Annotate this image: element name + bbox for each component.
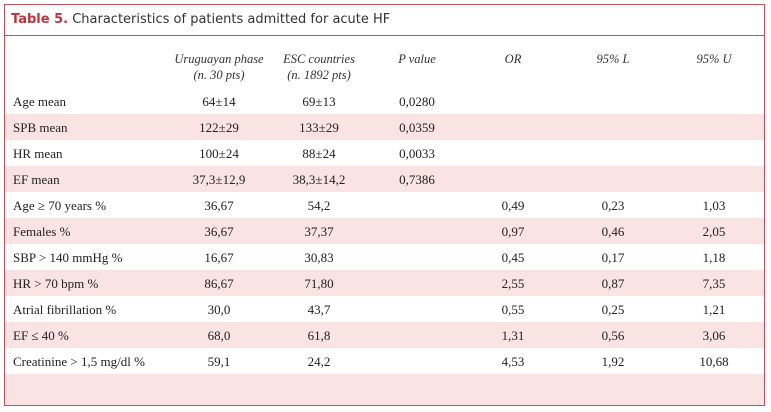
header-line: 95% U bbox=[696, 52, 732, 66]
table-row: EF ≤ 40 % 68,0 61,8 1,31 0,56 3,06 bbox=[5, 322, 764, 348]
table-row: Age mean 64±14 69±13 0,0280 bbox=[5, 88, 764, 114]
table-cell: 0,23 bbox=[601, 198, 625, 213]
row-label: Age mean bbox=[13, 94, 67, 109]
table-cell: 54,2 bbox=[307, 198, 331, 213]
table-cell: 37,37 bbox=[304, 224, 334, 239]
table-cell: 133±29 bbox=[299, 120, 339, 135]
table-cell: 0,25 bbox=[601, 302, 625, 317]
table-cell: 71,80 bbox=[304, 276, 334, 291]
table-cell: 3,06 bbox=[702, 328, 726, 343]
header-line: Uruguayan phase bbox=[174, 52, 264, 66]
table-cell: 122±29 bbox=[199, 120, 239, 135]
row-label: SBP > 140 mmHg % bbox=[13, 250, 123, 265]
table-cell: 88±24 bbox=[302, 146, 336, 161]
table-cell: 61,8 bbox=[307, 328, 331, 343]
table-cell: 1,21 bbox=[702, 302, 726, 317]
table-row: Atrial fibrillation % 30,0 43,7 0,55 0,25 1,2… bbox=[5, 296, 764, 322]
table-cell: 100±24 bbox=[199, 146, 239, 161]
table-cell: 36,67 bbox=[204, 198, 234, 213]
header-line: (n. 30 pts) bbox=[193, 68, 245, 82]
header-line: OR bbox=[504, 52, 522, 66]
table-row: HR > 70 bpm % 86,67 71,80 2,55 0,87 7,35 bbox=[5, 270, 764, 296]
table-cell: 16,67 bbox=[204, 250, 234, 265]
table-cell: 0,45 bbox=[501, 250, 525, 265]
table-row: SPB mean 122±29 133±29 0,0359 bbox=[5, 114, 764, 140]
table-row: Females % 36,67 37,37 0,97 0,46 2,05 bbox=[5, 218, 764, 244]
row-label: Atrial fibrillation % bbox=[13, 302, 117, 317]
table-frame: Table 5. Characteristics of patients adm… bbox=[4, 4, 765, 406]
column-header: OR bbox=[505, 51, 522, 67]
table-cell: 0,55 bbox=[501, 302, 525, 317]
header-line: 95% L bbox=[596, 52, 630, 66]
table-cell: 0,87 bbox=[601, 276, 625, 291]
row-label: SPB mean bbox=[13, 120, 68, 135]
column-header: ESC countries (n. 1892 pts) bbox=[283, 51, 355, 83]
table-cell: 0,17 bbox=[601, 250, 625, 265]
table-cell: 86,67 bbox=[204, 276, 234, 291]
table-cell: 2,55 bbox=[501, 276, 525, 291]
table-cell: 69±13 bbox=[302, 94, 336, 109]
table-row: EF mean 37,3±12,9 38,3±14,2 0,7386 bbox=[5, 166, 764, 192]
table-cell: 0,49 bbox=[501, 198, 525, 213]
row-label: Creatinine > 1,5 mg/dl % bbox=[13, 354, 145, 369]
table-cell: 0,0280 bbox=[399, 94, 435, 109]
table-cell: 64±14 bbox=[202, 94, 236, 109]
header-line: (n. 1892 pts) bbox=[287, 68, 351, 82]
table-row: SBP > 140 mmHg % 16,67 30,83 0,45 0,17 1,18 bbox=[5, 244, 764, 270]
table-cell: 0,46 bbox=[601, 224, 625, 239]
table-cell: 10,68 bbox=[699, 354, 729, 369]
header-line: ESC countries bbox=[283, 52, 355, 66]
table-cell: 30,0 bbox=[207, 302, 231, 317]
table-cell: 7,35 bbox=[702, 276, 726, 291]
column-header: P value bbox=[398, 51, 436, 67]
table-cell: 1,18 bbox=[702, 250, 726, 265]
column-header: Uruguayan phase (n. 30 pts) bbox=[174, 51, 263, 83]
table-cell: 4,53 bbox=[501, 354, 525, 369]
table-cell: 0,0359 bbox=[399, 120, 435, 135]
table-cell: 43,7 bbox=[307, 302, 331, 317]
table-cell: 0,7386 bbox=[399, 172, 435, 187]
header-row: Uruguayan phase (n. 30 pts) ESC countries (… bbox=[5, 36, 764, 88]
table-cell: 24,2 bbox=[307, 354, 331, 369]
table-cell: 0,56 bbox=[601, 328, 625, 343]
table-cell: 0,0033 bbox=[399, 146, 435, 161]
table-cell: 37,3±12,9 bbox=[192, 172, 246, 187]
table-cell: 1,31 bbox=[501, 328, 525, 343]
table-cell: 38,3±14,2 bbox=[292, 172, 346, 187]
table-cell: 36,67 bbox=[204, 224, 234, 239]
table-row: HR mean 100±24 88±24 0,0033 bbox=[5, 140, 764, 166]
table-cell: 2,05 bbox=[702, 224, 726, 239]
table-cell: 1,92 bbox=[601, 354, 625, 369]
row-label: EF mean bbox=[13, 172, 60, 187]
title-bar: Table 5. Characteristics of patients adm… bbox=[5, 5, 764, 36]
table-title: Characteristics of patients admitted for… bbox=[72, 12, 391, 27]
table-cell: 1,03 bbox=[702, 198, 726, 213]
row-label: EF ≤ 40 % bbox=[13, 328, 69, 343]
header-line: P value bbox=[398, 52, 436, 66]
table-cell: 30,83 bbox=[304, 250, 334, 265]
row-label: HR > 70 bpm % bbox=[13, 276, 99, 291]
row-label: Females % bbox=[13, 224, 71, 239]
column-header: 95% L bbox=[597, 51, 630, 67]
row-label: Age ≥ 70 years % bbox=[13, 198, 107, 213]
table-row: Creatinine > 1,5 mg/dl % 59,1 24,2 4,53 1,92… bbox=[5, 348, 764, 374]
table-label: Table 5. bbox=[11, 12, 69, 27]
table-cell: 59,1 bbox=[207, 354, 231, 369]
column-header: 95% U bbox=[696, 51, 731, 67]
table-cell: 0,97 bbox=[501, 224, 525, 239]
table-row: Age ≥ 70 years % 36,67 54,2 0,49 0,23 1,03 bbox=[5, 192, 764, 218]
table-cell: 68,0 bbox=[207, 328, 231, 343]
row-label: HR mean bbox=[13, 146, 63, 161]
